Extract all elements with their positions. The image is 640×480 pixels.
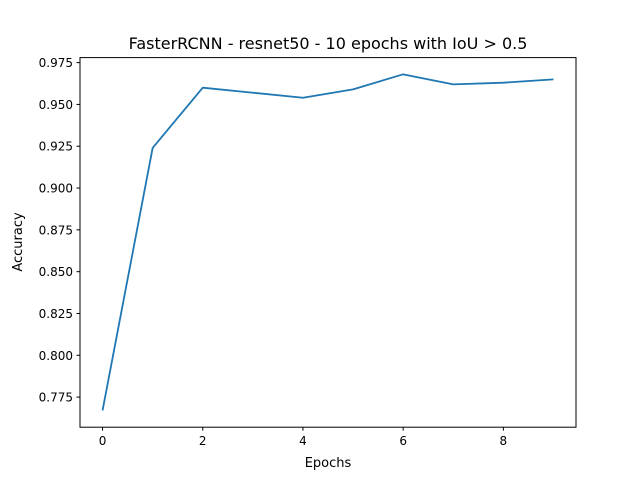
y-tick-label: 0.800 xyxy=(39,349,73,363)
x-axis-label: Epochs xyxy=(305,456,352,471)
x-tick-label: 2 xyxy=(199,434,207,448)
y-tick-label: 0.900 xyxy=(39,182,73,196)
plot-frame xyxy=(79,57,577,428)
x-tick-label: 6 xyxy=(399,434,407,448)
x-tick-label: 0 xyxy=(99,434,107,448)
y-tick-label: 0.850 xyxy=(39,265,73,279)
axis-ticks: 0 2 4 6 8 0.775 0.800 0.825 0.850 0.875 0.900 0.925… xyxy=(39,56,508,448)
series-line-0 xyxy=(101,73,554,411)
x-tick-label: 4 xyxy=(299,434,307,448)
y-tick-label: 0.950 xyxy=(39,98,73,112)
y-axis-label: Accuracy xyxy=(11,212,26,272)
y-tick-label: 0.925 xyxy=(39,140,73,154)
x-tick-label: 8 xyxy=(500,434,508,448)
y-tick-label: 0.975 xyxy=(39,56,73,70)
chart-title: FasterRCNN - resnet50 - 10 epochs with I… xyxy=(129,34,528,53)
y-tick-label: 0.875 xyxy=(39,223,73,237)
y-tick-label: 0.825 xyxy=(39,307,73,321)
series-layer xyxy=(101,73,554,411)
y-tick-label: 0.775 xyxy=(39,391,73,405)
